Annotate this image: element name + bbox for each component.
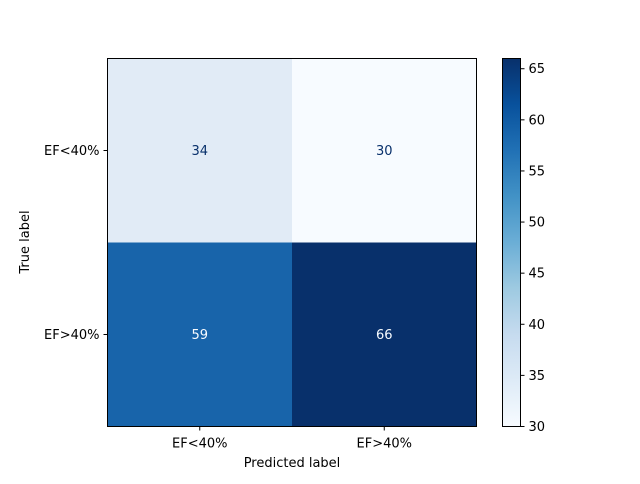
y-axis-label: True label — [18, 210, 33, 274]
colorbar-tick-label: 35 — [529, 369, 546, 384]
colorbar-tick-label: 40 — [529, 318, 546, 333]
colorbar — [502, 58, 521, 427]
matrix-cell — [292, 58, 477, 243]
matrix-cell — [292, 242, 477, 427]
x-tick-label: EF<40% — [172, 437, 227, 452]
colorbar-tick-label: 30 — [529, 420, 546, 435]
colorbar-tick-label: 50 — [529, 216, 546, 231]
matrix-axes: EF<40% EF>40% EF<40% EF>40% — [44, 144, 412, 452]
x-tick-label: EF>40% — [357, 437, 412, 452]
colorbar-ticks: 30 35 40 45 50 55 60 65 — [520, 62, 546, 435]
y-tick-label: EF<40% — [44, 144, 99, 159]
colorbar-tick-label: 55 — [529, 164, 546, 179]
matrix-cells: 34 30 59 66 — [107, 58, 477, 427]
x-axis-label: Predicted label — [244, 456, 341, 471]
colorbar-tick-label: 45 — [529, 267, 546, 282]
cell-value-label: 66 — [376, 328, 393, 343]
cell-value-label: 30 — [376, 144, 393, 159]
colorbar-tick-label: 65 — [529, 62, 546, 77]
matrix-frame — [107, 58, 477, 427]
y-tick-label: EF>40% — [44, 328, 99, 343]
cell-value-label: 59 — [191, 328, 208, 343]
cell-value-label: 34 — [191, 144, 208, 159]
matrix-cell — [107, 242, 292, 427]
matrix-cell — [107, 58, 292, 243]
colorbar-tick-label: 60 — [529, 113, 546, 128]
